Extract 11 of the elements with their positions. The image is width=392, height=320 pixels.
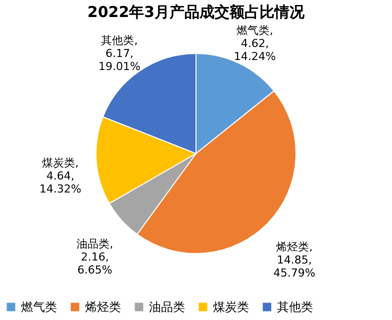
legend-label: 油品类 [149, 300, 185, 314]
legend-label: 煤炭类 [213, 300, 249, 314]
chart-title: 2022年3月产品成交额占比情况 [87, 3, 306, 21]
data-label: 燃气类, 4.62, 14.24% [234, 24, 276, 63]
data-label: 烯烃类, 14.85, 45.79% [273, 240, 316, 280]
data-label: 油品类, 2.16, 6.65% [76, 237, 114, 276]
legend-label: 燃气类 [21, 300, 57, 314]
legend-label: 烯烃类 [85, 300, 121, 314]
legend-label: 其他类 [277, 300, 313, 314]
data-label: 其他类, 6.17, 19.01% [98, 34, 140, 74]
data-label: 煤炭类, 4.64, 14.32% [39, 156, 82, 196]
